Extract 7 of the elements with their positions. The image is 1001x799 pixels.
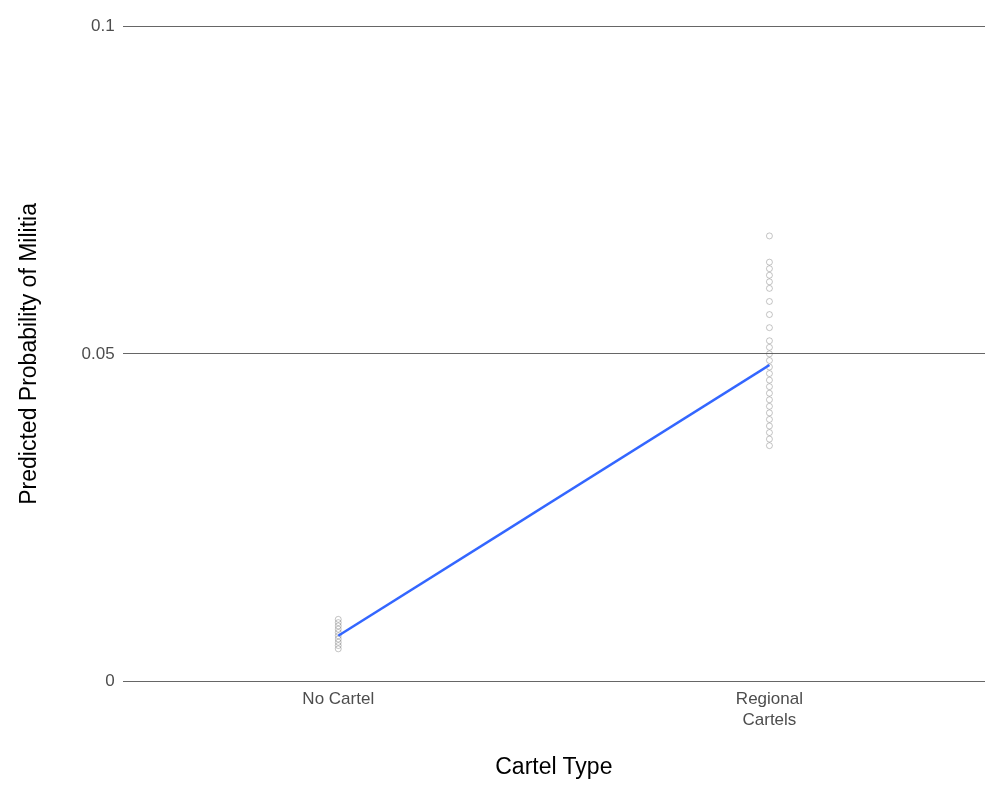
y-tick-label: 0.1 xyxy=(91,15,115,35)
x-axis-title: Cartel Type xyxy=(495,752,613,779)
y-axis-title: Predicted Probability of Militia xyxy=(15,202,42,505)
x-tick-label: No Cartel xyxy=(302,689,375,709)
y-tick-label: 0.05 xyxy=(81,343,115,363)
x-tick-label: Regional Cartels xyxy=(735,689,803,729)
y-tick-label: 0 xyxy=(105,671,115,691)
